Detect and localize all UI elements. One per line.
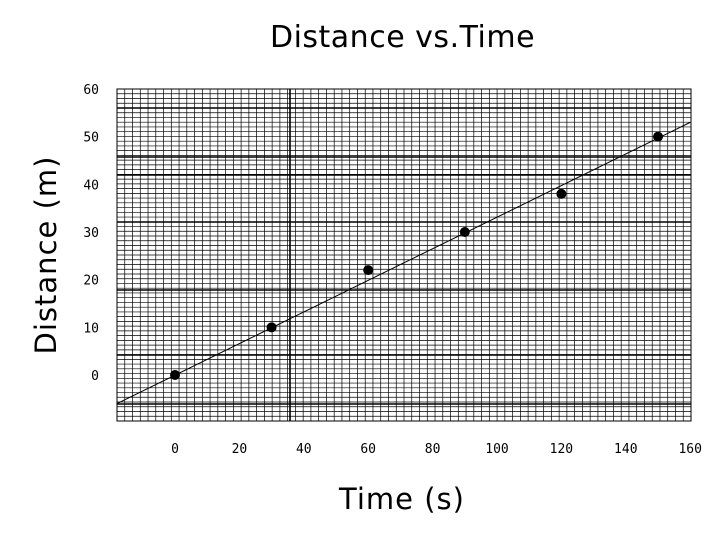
y-tick-label: 10 xyxy=(83,321,99,336)
data-points xyxy=(170,131,663,380)
data-point xyxy=(556,188,567,199)
x-tick-label: 0 xyxy=(171,442,179,457)
data-point xyxy=(363,265,374,276)
y-tick-label: 20 xyxy=(83,274,99,289)
grid xyxy=(116,88,692,422)
x-tick-label: 60 xyxy=(360,442,376,457)
y-tick-label: 60 xyxy=(83,83,99,98)
data-point xyxy=(170,370,180,380)
x-tick-label: 40 xyxy=(296,442,312,457)
y-tick-labels: 0 10 20 30 40 50 60 xyxy=(83,83,99,384)
y-axis-label: Distance (m) xyxy=(29,156,63,355)
x-tick-label: 160 xyxy=(678,442,701,457)
x-tick-label: 20 xyxy=(232,442,248,457)
data-point xyxy=(459,227,470,237)
x-tick-label: 140 xyxy=(614,442,637,457)
plot-border xyxy=(116,88,692,422)
y-tick-label: 50 xyxy=(83,131,99,146)
y-tick-label: 30 xyxy=(83,226,99,241)
x-axis-label: Time (s) xyxy=(338,482,465,516)
x-tick-label: 100 xyxy=(485,442,508,457)
x-tick-label: 80 xyxy=(425,442,441,457)
y-tick-label: 40 xyxy=(83,178,99,193)
trend-line xyxy=(116,121,691,405)
data-point xyxy=(266,322,277,333)
reference-lines xyxy=(117,89,691,421)
chart-title: Distance vs.Time xyxy=(269,20,536,55)
y-tick-label: 0 xyxy=(91,369,99,384)
x-tick-labels: 0 20 40 60 80 100 120 140 160 xyxy=(171,442,702,457)
data-point xyxy=(653,131,663,142)
x-tick-label: 120 xyxy=(550,442,573,457)
